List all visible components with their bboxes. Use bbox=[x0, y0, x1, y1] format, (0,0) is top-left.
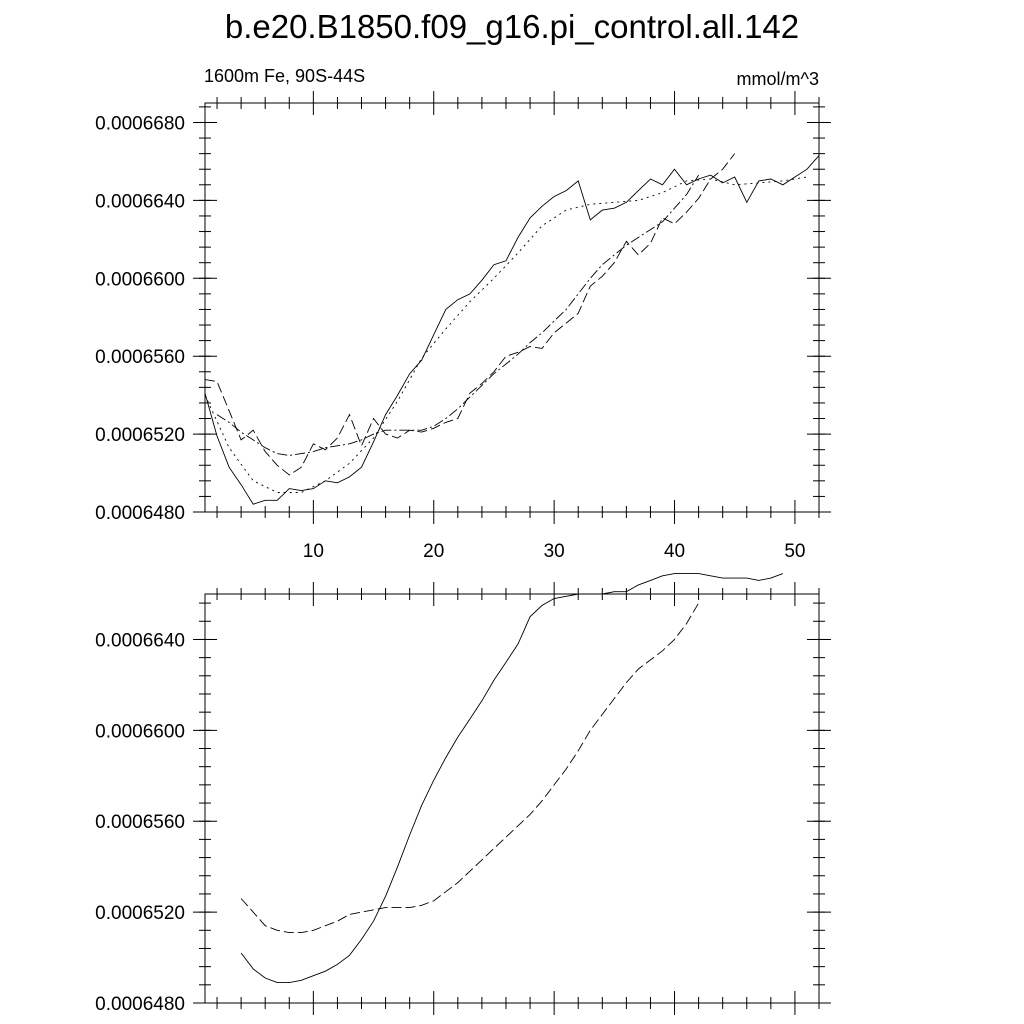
y-tick-label: 0.0006480 bbox=[95, 994, 185, 1015]
x-tick-label: 30 bbox=[544, 541, 565, 562]
series-line-solid bbox=[240, 573, 784, 984]
plot-frame bbox=[204, 593, 820, 1004]
page-title: b.e20.B1850.f09_g16.pi_control.all.142 bbox=[224, 8, 800, 45]
series-line-dotted bbox=[204, 176, 808, 493]
x-tick-label: 20 bbox=[423, 541, 444, 562]
y-tick-label: 0.0006520 bbox=[95, 425, 185, 446]
series-line-long-dash bbox=[204, 153, 736, 476]
bottom-plot-panel: 0.0006480 0.0006520 0.0006560 0.0006600 0.00… bbox=[95, 573, 831, 1015]
x-tick-label: 40 bbox=[664, 541, 685, 562]
y-tick-label: 0.0006640 bbox=[95, 191, 185, 212]
x-tick-label: 50 bbox=[784, 541, 805, 562]
y-tick-label: 0.0006680 bbox=[95, 113, 185, 134]
y-tick-label: 0.0006480 bbox=[95, 503, 185, 524]
units-label: mmol/m^3 bbox=[736, 69, 819, 89]
plot-frame bbox=[204, 102, 820, 513]
y-tick-label: 0.0006640 bbox=[95, 630, 185, 651]
x-tick-label: 10 bbox=[303, 541, 324, 562]
top-plot-panel: 10 20 30 40 50 0.0006480 0.0006520 0.0006560 0.0… bbox=[95, 91, 831, 562]
y-tick-label: 0.0006560 bbox=[95, 347, 185, 368]
series-line-solid bbox=[204, 155, 820, 505]
series-line-dash-dot bbox=[216, 174, 699, 456]
y-tick-label: 0.0006600 bbox=[95, 269, 185, 290]
chart-subtitle-left: 1600m Fe, 90S-44S bbox=[204, 66, 366, 86]
y-tick-label: 0.0006560 bbox=[95, 812, 185, 833]
series-line-long-dash bbox=[240, 602, 699, 934]
y-tick-label: 0.0006600 bbox=[95, 721, 185, 742]
y-tick-label: 0.0006520 bbox=[95, 903, 185, 924]
